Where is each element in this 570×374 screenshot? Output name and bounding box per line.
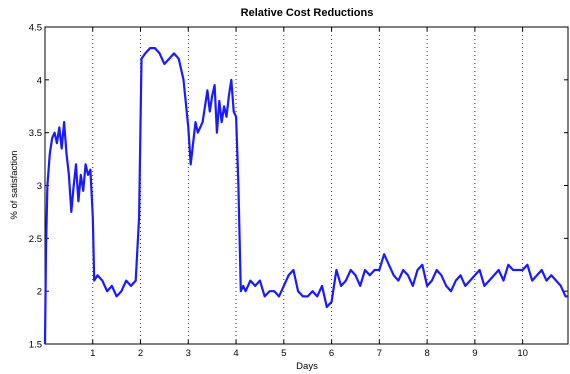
x-tick-label: 8 — [424, 348, 429, 359]
x-tick-label: 10 — [517, 348, 528, 359]
x-tick-label: 1 — [90, 348, 95, 359]
series-line — [43, 46, 568, 345]
x-tick-label: 4 — [233, 348, 238, 359]
y-tick-label: 2 — [37, 287, 42, 298]
chart-title: Relative Cost Reductions — [241, 7, 374, 19]
x-tick-label: 2 — [138, 348, 143, 359]
y-tick-label: 3.5 — [29, 128, 42, 139]
x-tick-label: 3 — [186, 348, 191, 359]
series-group — [43, 46, 568, 345]
y-tick-label: 4 — [37, 75, 42, 86]
y-axis-label: % of satisfaction — [9, 150, 20, 219]
y-tick-label: 4.5 — [29, 23, 42, 34]
x-tick-label: 5 — [281, 348, 286, 359]
x-tick-label: 7 — [377, 348, 382, 359]
x-tick-label: 6 — [329, 348, 334, 359]
x-axis-label: Days — [296, 361, 318, 372]
y-tick-label: 1.5 — [29, 340, 42, 351]
grid — [92, 27, 524, 344]
axis-ticks: 1 2 3 4 5 6 7 8 9 10 1.5 2 2.5 3 3.5 4 4.5 — [29, 23, 568, 359]
x-tick-label: 9 — [472, 348, 477, 359]
y-tick-label: 2.5 — [29, 234, 42, 245]
y-tick-label: 3 — [37, 181, 42, 192]
